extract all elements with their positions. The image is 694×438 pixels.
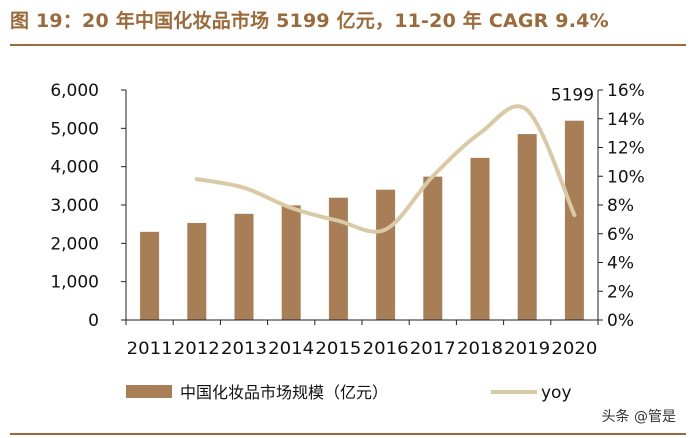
- y-right-tick-label: 10%: [607, 167, 645, 187]
- y-right-tick-label: 12%: [607, 139, 645, 159]
- y-right-tick-label: 0%: [607, 311, 634, 331]
- title-rule: [10, 44, 686, 46]
- chart-title: 图 19：20 年中国化妆品市场 5199 亿元，11-20 年 CAGR 9.…: [10, 10, 609, 32]
- bar-2014: [281, 205, 301, 320]
- y-left-tick-label: 1,000: [50, 273, 99, 293]
- bar-2017: [423, 176, 443, 320]
- y-left-tick-label: 2,000: [50, 234, 99, 254]
- x-tick-label: 2018: [457, 339, 503, 359]
- legend-label-line: yoy: [541, 383, 572, 403]
- bar-2019: [517, 134, 537, 320]
- yoy-line: [194, 104, 577, 234]
- y-left-tick-label: 3,000: [50, 196, 99, 216]
- bar-2012: [187, 223, 207, 320]
- legend-label-bar: 中国化妆品市场规模（亿元）: [180, 383, 388, 402]
- x-tick-label: 2016: [363, 339, 409, 359]
- y-right-tick-label: 2%: [607, 282, 634, 302]
- y-right-tick-label: 4%: [607, 254, 634, 274]
- y-left-tick-label: 5,000: [50, 119, 99, 139]
- y-right-tick-label: 6%: [607, 225, 634, 245]
- x-tick-label: 2011: [127, 339, 173, 359]
- x-tick-label: 2013: [221, 339, 267, 359]
- watermark: 头条 @管是: [599, 406, 678, 426]
- y-right-tick-label: 16%: [607, 81, 645, 101]
- y-left-tick-label: 6,000: [50, 81, 99, 101]
- bottom-rule: [10, 433, 686, 435]
- data-label-2020: 5199: [551, 86, 594, 106]
- bar-2020: [564, 120, 584, 320]
- y-right-tick-label: 8%: [607, 196, 634, 216]
- x-tick-label: 2017: [410, 339, 456, 359]
- y-right-tick-label: 14%: [607, 110, 645, 130]
- bar-2011: [140, 231, 160, 320]
- bar-2016: [376, 189, 396, 320]
- x-tick-label: 2012: [174, 339, 220, 359]
- y-left-tick-label: 0: [88, 311, 99, 331]
- bar-2013: [234, 213, 254, 320]
- x-tick-label: 2019: [504, 339, 550, 359]
- y-left-tick-label: 4,000: [50, 158, 99, 178]
- bar-2018: [470, 157, 490, 320]
- x-tick-label: 2014: [268, 339, 314, 359]
- x-tick-label: 2015: [315, 339, 361, 359]
- legend-swatch-bar: [126, 385, 172, 398]
- x-tick-label: 2020: [551, 339, 597, 359]
- bar-2015: [328, 197, 348, 320]
